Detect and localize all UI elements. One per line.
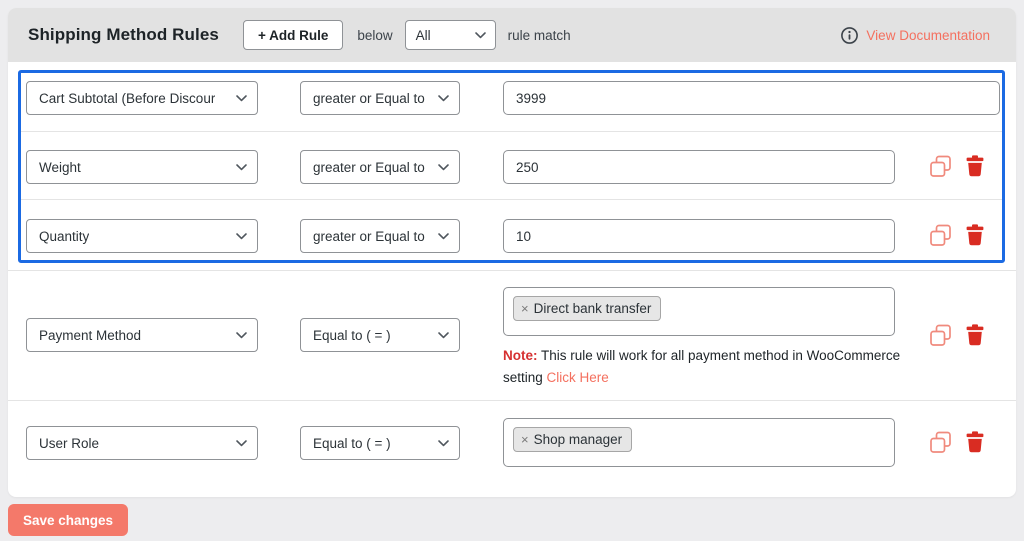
- chevron-down-icon: [438, 232, 449, 240]
- chevron-down-icon: [438, 331, 449, 339]
- rules-header: Shipping Method Rules + Add Rule below A…: [8, 8, 1016, 62]
- user-role-tagbox[interactable]: × Shop manager: [503, 418, 895, 467]
- rule-field-select[interactable]: Weight: [26, 150, 258, 184]
- trash-icon: [966, 224, 984, 246]
- rule-field-value: Weight: [39, 159, 81, 175]
- delete-rule-button[interactable]: [965, 324, 985, 346]
- rule-operator-select[interactable]: greater or Equal to: [300, 81, 460, 115]
- view-documentation-link[interactable]: View Documentation: [866, 27, 990, 43]
- section-divider: [8, 270, 1016, 271]
- duplicate-rule-button[interactable]: [929, 155, 952, 178]
- click-here-link[interactable]: Click Here: [546, 370, 609, 385]
- rule-operator-select[interactable]: Equal to ( = ): [300, 318, 460, 352]
- page-title: Shipping Method Rules: [28, 25, 219, 44]
- copy-icon: [930, 155, 951, 177]
- chevron-down-icon: [236, 331, 247, 339]
- info-icon[interactable]: [840, 26, 859, 45]
- rule-field-select[interactable]: Payment Method: [26, 318, 258, 352]
- payment-methods-tagbox[interactable]: × Direct bank transfer: [503, 287, 895, 336]
- shipping-rules-panel: Shipping Method Rules + Add Rule below A…: [8, 8, 1016, 497]
- rule-field-select[interactable]: Quantity: [26, 219, 258, 253]
- tag-shop-manager: × Shop manager: [513, 427, 633, 452]
- rule-value-input[interactable]: [503, 219, 895, 253]
- trash-icon: [966, 155, 984, 177]
- rule-value-input[interactable]: [503, 81, 1000, 115]
- trash-icon: [966, 324, 984, 346]
- note-label: Note:: [503, 348, 538, 363]
- rule-field-value: User Role: [39, 435, 100, 451]
- rule-operator-value: greater or Equal to: [313, 90, 425, 106]
- rule-operator-value: Equal to ( = ): [313, 435, 391, 451]
- duplicate-rule-button[interactable]: [929, 324, 952, 347]
- chevron-down-icon: [474, 31, 486, 39]
- tag-label: Shop manager: [533, 432, 623, 447]
- add-rule-button[interactable]: + Add Rule: [242, 20, 344, 50]
- duplicate-rule-button[interactable]: [929, 431, 952, 454]
- chevron-down-icon: [236, 94, 247, 102]
- documentation-group: View Documentation: [840, 26, 990, 45]
- x-icon[interactable]: ×: [521, 301, 529, 316]
- delete-rule-button[interactable]: [965, 155, 985, 177]
- section-divider: [8, 400, 1016, 401]
- rule-operator-value: greater or Equal to: [313, 159, 425, 175]
- delete-rule-button[interactable]: [965, 224, 985, 246]
- rule-operator-value: Equal to ( = ): [313, 327, 391, 343]
- row-divider: [21, 131, 1002, 132]
- rule-value-input[interactable]: [503, 150, 895, 184]
- rule-field-select[interactable]: Cart Subtotal (Before Discour: [26, 81, 258, 115]
- chevron-down-icon: [236, 163, 247, 171]
- rule-operator-select[interactable]: Equal to ( = ): [300, 426, 460, 460]
- rule-operator-select[interactable]: greater or Equal to: [300, 219, 460, 253]
- below-label: below: [357, 27, 393, 43]
- tag-label: Direct bank transfer: [533, 301, 652, 316]
- rule-operator-value: greater or Equal to: [313, 228, 425, 244]
- rule-field-select[interactable]: User Role: [26, 426, 258, 460]
- delete-rule-button[interactable]: [965, 431, 985, 453]
- rule-field-value: Payment Method: [39, 327, 142, 343]
- chevron-down-icon: [236, 232, 247, 240]
- save-changes-button[interactable]: Save changes: [8, 504, 129, 536]
- rule-match-select[interactable]: All: [404, 20, 496, 50]
- rule-operator-select[interactable]: greater or Equal to: [300, 150, 460, 184]
- rule-match-select-value: All: [415, 27, 431, 43]
- rule-field-value: Quantity: [39, 228, 90, 244]
- copy-icon: [930, 224, 951, 246]
- rule-field-value: Cart Subtotal (Before Discour: [39, 90, 216, 106]
- payment-method-note: Note: This rule will work for all paymen…: [503, 345, 905, 389]
- copy-icon: [930, 324, 951, 346]
- trash-icon: [966, 431, 984, 453]
- chevron-down-icon: [438, 94, 449, 102]
- chevron-down-icon: [438, 439, 449, 447]
- x-icon[interactable]: ×: [521, 432, 529, 447]
- duplicate-rule-button[interactable]: [929, 224, 952, 247]
- copy-icon: [930, 431, 951, 453]
- rule-match-label: rule match: [507, 27, 571, 43]
- tag-direct-bank-transfer: × Direct bank transfer: [513, 296, 662, 321]
- chevron-down-icon: [236, 439, 247, 447]
- row-divider: [21, 199, 1002, 200]
- chevron-down-icon: [438, 163, 449, 171]
- note-text: This rule will work for all payment meth…: [503, 348, 901, 385]
